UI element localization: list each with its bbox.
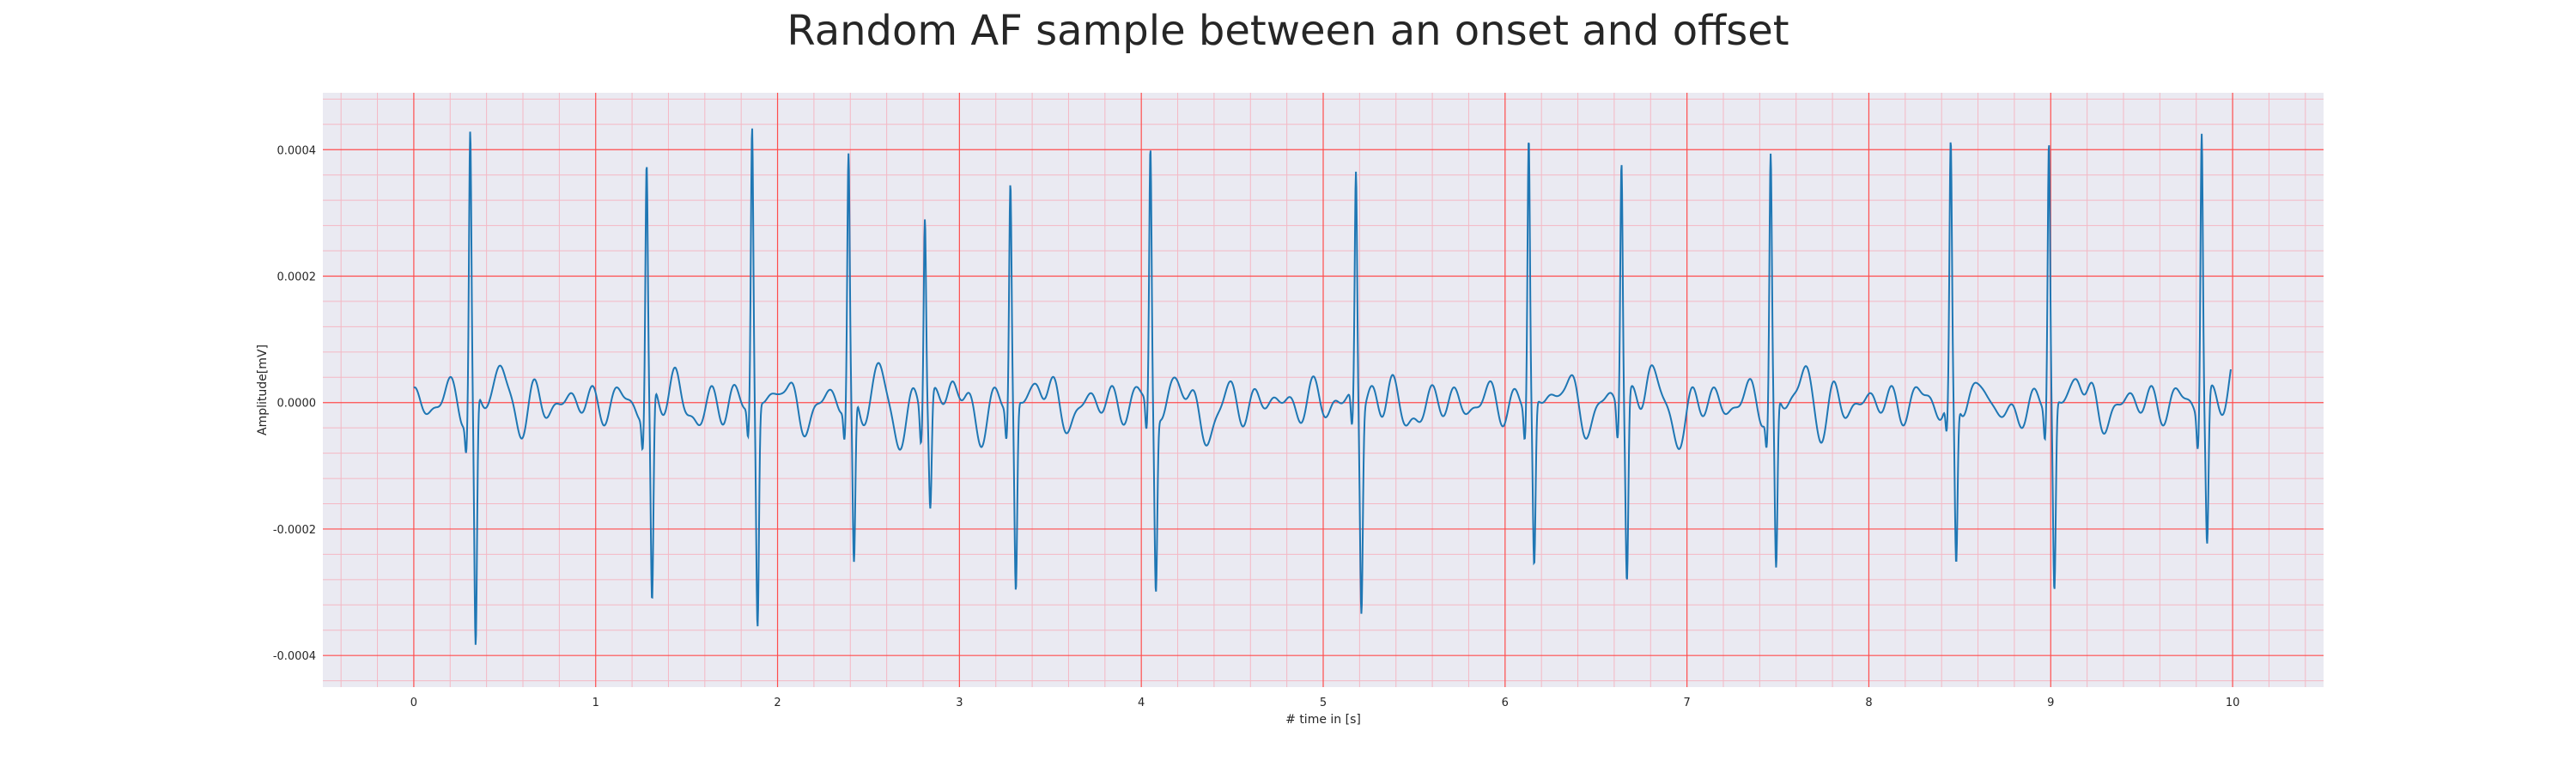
y-tick-label: 0.0002: [277, 271, 317, 283]
y-tick-label: 0.0004: [277, 144, 317, 157]
x-tick-label: 5: [1320, 697, 1327, 709]
x-tick-label: 1: [592, 697, 599, 709]
x-tick-label: 2: [774, 697, 781, 709]
x-tick-label: 9: [2047, 697, 2054, 709]
y-axis-label: Amplitude[mV]: [256, 344, 270, 435]
x-tick-label: 10: [2226, 697, 2240, 709]
series-line-ecg: [413, 128, 2232, 645]
y-tick-label: -0.0004: [273, 650, 316, 663]
x-tick-labels: 0 1 2 3 4 5 6 7 8 9 10: [410, 697, 2240, 709]
y-tick-label: -0.0002: [273, 524, 316, 537]
y-tick-label: 0.0000: [277, 398, 317, 411]
x-axis-label: # time in [s]: [1285, 713, 1361, 727]
x-tick-label: 7: [1683, 697, 1690, 709]
x-tick-label: 4: [1138, 697, 1145, 709]
x-tick-label: 3: [956, 697, 963, 709]
chart-title: Random AF sample between an onset and of…: [787, 7, 1789, 55]
x-tick-label: 8: [1865, 697, 1872, 709]
x-tick-label: 6: [1502, 697, 1509, 709]
y-tick-labels: -0.0004 -0.0002 0.0000 0.0002 0.0004: [273, 144, 316, 663]
x-tick-label: 0: [410, 697, 417, 709]
